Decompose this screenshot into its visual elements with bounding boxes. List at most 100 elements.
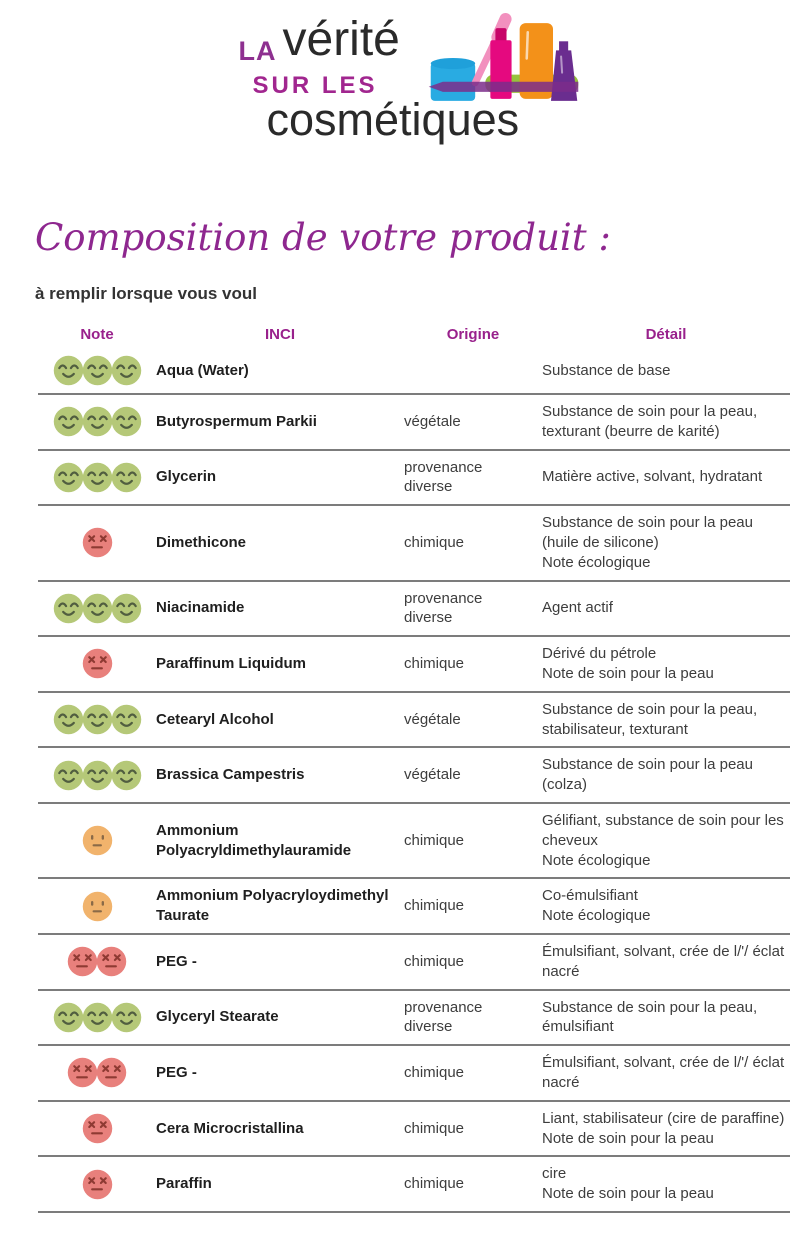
happy-face-icon [53, 462, 84, 493]
origine-cell: chimique [404, 1175, 465, 1193]
origine-cell: provenance diverse [404, 458, 483, 496]
happy-face-icon [111, 593, 142, 624]
detail-cell: Matière active, solvant, hydratant [542, 467, 790, 487]
table-row: Cetearyl Alcohol végétale Substance de s… [38, 693, 790, 749]
dead-face-icon [82, 1169, 113, 1200]
origine-cell: provenance diverse [404, 998, 483, 1036]
inci-cell: Aqua (Water) [156, 361, 249, 379]
happy-face-icon [82, 406, 113, 437]
note-cell [38, 760, 156, 791]
inci-cell: Dimethicone [156, 533, 247, 551]
detail-cell: Substance de soin pour la peau, émulsifi… [542, 998, 790, 1038]
note-cell [38, 704, 156, 735]
detail-cell: cire Note de soin pour la peau [542, 1164, 790, 1204]
happy-face-icon [53, 593, 84, 624]
happy-face-icon [82, 760, 113, 791]
happy-face-icon [53, 760, 84, 791]
inci-cell: Cetearyl Alcohol [156, 710, 274, 728]
detail-cell: Substance de soin pour la peau (huile de… [542, 513, 790, 572]
note-cell [38, 355, 156, 386]
happy-face-icon [53, 704, 84, 735]
happy-face-icon [82, 1002, 113, 1033]
detail-cell: Co-émulsifiant Note écologique [542, 886, 790, 926]
origine-cell: végétale [404, 710, 461, 728]
detail-line: Agent actif [542, 599, 613, 617]
table-row: Cera Microcristallina chimique Liant, st… [38, 1102, 790, 1158]
origine-cell: chimique [404, 831, 465, 849]
note-cell [38, 1113, 156, 1144]
origine-cell: provenance diverse [404, 589, 483, 627]
dead-face-icon [82, 648, 113, 679]
inci-cell: Glyceryl Stearate [156, 1008, 279, 1026]
happy-face-icon [53, 406, 84, 437]
note-cell [38, 527, 156, 558]
table-row: PEG - chimique Émulsifiant, solvant, cré… [38, 935, 790, 991]
origine-cell: chimique [404, 1064, 465, 1082]
dead-face-icon [82, 527, 113, 558]
table-row: Butyrospermum Parkii végétale Substance … [38, 395, 790, 451]
table-row: Brassica Campestris végétale Substance d… [38, 748, 790, 804]
table-row: Ammonium Polyacryloydimethyl Taurate chi… [38, 879, 790, 935]
table-row: Paraffinum Liquidum chimique Dérivé du p… [38, 637, 790, 693]
note-cell [38, 648, 156, 679]
happy-face-icon [111, 406, 142, 437]
note-cell [38, 891, 156, 922]
note-cell [38, 593, 156, 624]
detail-line: Émulsifiant, solvant, crée de l/'/ éclat… [542, 1054, 785, 1091]
detail-line: Substance de soin pour la peau (huile de… [542, 514, 753, 551]
origine-cell: chimique [404, 897, 465, 915]
header-note: Note [80, 325, 114, 343]
inci-cell: Niacinamide [156, 599, 245, 617]
table-row: Glycerin provenance diverse Matière acti… [38, 451, 790, 507]
detail-line: Note écologique [542, 907, 651, 925]
happy-face-icon [111, 760, 142, 791]
page-subtitle: à remplir lorsque vous voul [35, 284, 258, 303]
inci-cell: Glycerin [156, 468, 217, 486]
dead-face-icon [96, 946, 127, 977]
detail-line: Note de soin pour la peau [542, 1185, 714, 1203]
detail-line: Note de soin pour la peau [542, 1129, 714, 1147]
dead-face-icon [82, 1113, 113, 1144]
detail-line: Note écologique [542, 851, 651, 869]
origine-cell: chimique [404, 655, 465, 673]
table-row: PEG - chimique Émulsifiant, solvant, cré… [38, 1046, 790, 1102]
origine-cell: chimique [404, 952, 465, 970]
detail-line: Substance de soin pour la peau, émulsifi… [542, 998, 758, 1036]
inci-cell: Ammonium Polyacryloydimethyl Taurate [156, 887, 389, 925]
cosmetics-products-icon [428, 13, 578, 101]
table-header-row: Note INCI Origine Détail [38, 320, 790, 348]
purple-smear-icon [428, 81, 578, 92]
detail-line: Note écologique [542, 553, 651, 571]
table-body: Aqua (Water) Substance de base Butyrospe… [38, 348, 790, 1213]
logo-word-cosmetiques: cosmétiques [266, 94, 520, 145]
happy-face-icon [82, 462, 113, 493]
dead-face-icon [67, 946, 98, 977]
happy-face-icon [82, 704, 113, 735]
logo-word-sur-les: SUR LES [252, 72, 378, 99]
note-cell [38, 1057, 156, 1088]
happy-face-icon [111, 462, 142, 493]
happy-face-icon [53, 355, 84, 386]
detail-cell: Substance de soin pour la peau (colza) [542, 755, 790, 795]
table-row: Aqua (Water) Substance de base [38, 348, 790, 395]
neutral-face-icon [82, 825, 113, 856]
inci-cell: PEG - [156, 1064, 197, 1082]
detail-line: Émulsifiant, solvant, crée de l/'/ éclat… [542, 942, 785, 980]
site-logo: LA vérité SUR LES cosmétiques [229, 8, 581, 150]
happy-face-icon [53, 1002, 84, 1033]
inci-cell: PEG - [156, 952, 197, 970]
table-row: Ammonium Polyacryldimethylauramide chimi… [38, 804, 790, 880]
detail-line: Substance de base [542, 361, 671, 379]
origine-cell: végétale [404, 412, 461, 430]
logo-word-verite: vérité [282, 13, 400, 66]
note-cell [38, 462, 156, 493]
detail-cell: Gélifiant, substance de soin pour les ch… [542, 811, 790, 870]
table-row: Paraffin chimique cire Note de soin pour … [38, 1157, 790, 1213]
detail-line: cire [542, 1165, 567, 1183]
happy-face-icon [82, 355, 113, 386]
dead-face-icon [96, 1057, 127, 1088]
origine-cell: chimique [404, 1119, 465, 1137]
detail-line: Substance de soin pour la peau (colza) [542, 756, 753, 794]
detail-line: Liant, stabilisateur (cire de paraffine) [542, 1109, 785, 1127]
logo-word-la: LA [238, 36, 277, 66]
